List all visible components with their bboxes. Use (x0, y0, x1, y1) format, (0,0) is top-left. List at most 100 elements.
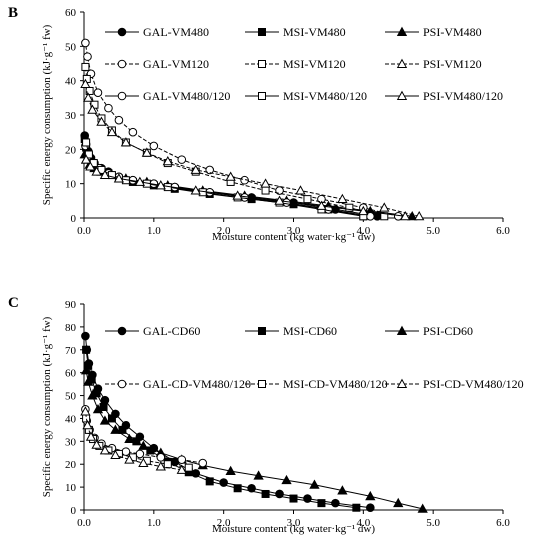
panel-b-point-psi-vm480-120 (80, 154, 92, 164)
panel-b-legend-marker (396, 58, 408, 68)
panel-b-point-psi-vm480-120 (232, 190, 243, 200)
panel-b-point-msi-vm120 (261, 186, 270, 195)
panel-b-point-gal-vm480-120 (240, 193, 249, 202)
panel-c-point-msi-cd-vm480-120 (184, 463, 193, 472)
panel-c-point-gal-cd-vm480-120 (177, 455, 187, 464)
panel-b-point-psi-vm480-120 (274, 195, 285, 205)
panel-b-point-gal-vm120 (128, 127, 138, 137)
panel-c-point-psi-cd60 (253, 470, 264, 480)
panel-b-legend-label: PSI-VM120 (423, 57, 482, 71)
panel-b-legend-label: GAL-VM480 (143, 25, 209, 39)
panel-c-point-psi-cd-vm480-120 (80, 406, 91, 416)
panel-c-point-msi-cd60 (352, 503, 361, 512)
panel-b-x-tick-label: 5.0 (426, 225, 440, 237)
panel-b-point-psi-vm120 (225, 171, 236, 181)
panel-c-point-psi-cd-vm480-120 (99, 445, 111, 455)
panel-b-point-gal-vm480-120 (282, 198, 291, 207)
panel-b-legend-label: GAL-VM120 (143, 57, 209, 71)
panel-c-point-psi-cd60 (138, 440, 149, 450)
panel-c-point-psi-cd60 (110, 424, 121, 434)
panel-b-point-psi-vm480-120 (190, 185, 201, 195)
panel-b-point-msi-vm120 (380, 212, 389, 221)
panel-b-point-psi-vm480-120 (91, 166, 102, 176)
panel-c-legend-item-gal-cd60: GAL-CD60 (105, 324, 200, 338)
panel-b-line-psi-vm120 (84, 83, 420, 217)
panel-b-legend-item-gal-vm480: GAL-VM480 (105, 25, 209, 39)
panel-c-x-tick-label: 0.0 (77, 517, 91, 529)
panel-b-x-tick-label: 2.0 (217, 225, 231, 237)
panel-c-legend-marker (117, 326, 127, 336)
panel-c-point-psi-cd-vm480-120 (176, 464, 187, 474)
panel-c-point-psi-cd60 (309, 479, 320, 489)
panel-c-legend-marker (396, 325, 408, 335)
panel-c-point-msi-cd60 (107, 414, 116, 423)
panel-b-letter: B (8, 5, 19, 21)
panel-b-y-tick-label: 20 (65, 144, 77, 156)
panel-b-point-gal-vm120 (114, 115, 124, 125)
panel-c-point-msi-cd60 (289, 494, 298, 503)
panel-b-legend-marker (117, 27, 127, 37)
panel-b-legend-marker (117, 91, 127, 101)
panel-c-point-msi-cd60 (118, 425, 127, 434)
panel-b-legend-item-msi-vm120: MSI-VM120 (245, 57, 346, 71)
panel-c-y-tick-label: 80 (65, 322, 77, 334)
panel-c-y-tick-label: 90 (65, 299, 77, 311)
panel-b-point-psi-vm480-120 (85, 161, 96, 171)
panel-b-legend-marker (117, 59, 127, 69)
panel-b-series-psi-vm120 (80, 78, 425, 221)
panel-c-x-tick-label: 1.0 (147, 517, 161, 529)
panel-b-x-tick-label: 1.0 (147, 225, 161, 237)
panel-c-point-msi-cd60 (261, 489, 270, 498)
panel-b-legend-label: MSI-VM120 (283, 57, 346, 71)
panel-b-point-psi-vm120 (96, 116, 107, 126)
panel-b-legend-item-msi-vm480-120: MSI-VM480/120 (245, 89, 367, 103)
panel-c-legend-label: PSI-CD-VM480/120 (423, 377, 524, 391)
panel-c-legend-item-psi-cd-vm480-120: PSI-CD-VM480/120 (385, 377, 524, 391)
panel-b-plot: 0 10 20 30 40 50 60 0.0 1.0 2.0 3.0 4.0 5.0 6.0 Moistu… (41, 7, 510, 243)
panel-b-x-tick-label: 0.0 (77, 225, 91, 237)
panel-b-y-tick-label: 60 (65, 7, 77, 19)
panel-b-legend-item-gal-vm480-120: GAL-VM480/120 (105, 89, 230, 103)
panel-b-point-psi-vm480-120 (113, 173, 125, 183)
panel-c-point-gal-cd-vm480-120 (198, 458, 208, 468)
panel-b-point-psi-vm120 (295, 185, 306, 195)
panel-b-legend-marker (396, 26, 408, 36)
panel-c-point-psi-cd60 (80, 365, 92, 375)
panel-c-point-psi-cd60 (99, 415, 111, 425)
panel-c-y-tick-label: 30 (65, 436, 77, 448)
panel-b-point-msi-vm120 (81, 62, 90, 71)
panel-c-point-gal-cd60 (366, 503, 375, 513)
panel-c-y-tick-label: 70 (65, 345, 77, 357)
panel-b-legend-label: GAL-VM480/120 (143, 89, 230, 103)
panel-b-point-psi-vm120 (87, 104, 98, 114)
panel-b-y-tick-label: 50 (65, 41, 77, 53)
panel-b-point-gal-vm120 (83, 52, 92, 61)
panel-c-point-psi-cd-vm480-120 (85, 431, 97, 441)
panel-b-point-psi-vm120 (190, 164, 201, 174)
panel-c-legend-marker (396, 378, 408, 388)
panel-c-series-psi-cd-vm480-120 (80, 406, 187, 474)
panel-b-legend: GAL-VM480 MSI-VM480 PSI-VM480 GAL-VM120 MSI-… (105, 25, 503, 103)
panel-b-point-psi-vm120 (260, 178, 271, 188)
panel-b-point-msi-vm480-120 (198, 188, 207, 197)
panel-c-letter: C (8, 295, 19, 311)
panel-c-point-psi-cd60 (393, 497, 404, 508)
panel-b-legend-marker (258, 92, 266, 100)
panel-b-legend-item-psi-vm120: PSI-VM120 (385, 57, 482, 71)
panel-c-point-psi-cd-vm480-120 (110, 449, 121, 460)
panel-b-point-gal-vm120 (149, 141, 159, 151)
panel-b-y-tick-label: 30 (65, 110, 77, 122)
panel-b-point-psi-vm480-120 (155, 180, 166, 190)
panel-c-legend-item-gal-cd-vm480-120: GAL-CD-VM480/120 (105, 377, 251, 391)
panel-c-point-psi-cd-vm480-120 (82, 419, 93, 430)
panel-b-point-psi-vm480-120 (99, 169, 111, 180)
panel-c-point-msi-cd60 (99, 403, 108, 411)
panel-c-point-msi-cd60 (82, 345, 91, 354)
panel-b-point-psi-vm480-120 (316, 200, 327, 210)
panel-b-legend-label: MSI-VM480/120 (283, 89, 367, 103)
panel-b-legend-label: PSI-VM480 (423, 25, 482, 39)
panel-c-point-gal-cd-vm480-120 (156, 453, 166, 462)
panel-c-series-gal-cd60 (81, 331, 375, 513)
panel-b-legend-marker (258, 28, 266, 36)
panel-b-point-psi-vm120 (83, 92, 94, 102)
